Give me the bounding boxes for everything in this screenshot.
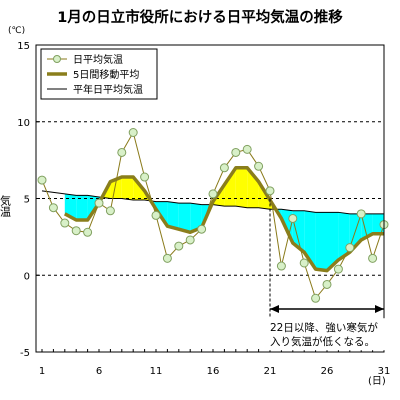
daily-mean-point xyxy=(140,172,150,182)
daily-mean-point xyxy=(48,203,58,213)
daily-mean-point xyxy=(254,161,264,171)
x-tick-label: 31 xyxy=(378,366,391,377)
y-tick-label: 5 xyxy=(24,195,30,206)
daily-mean-point xyxy=(299,258,309,268)
cold-fill-segment xyxy=(372,213,384,234)
daily-mean-point xyxy=(162,253,172,263)
x-tick-label: 26 xyxy=(321,366,334,377)
daily-mean-point xyxy=(185,235,195,245)
warm-fill-segment xyxy=(110,177,122,199)
x-tick-label: 1 xyxy=(39,366,45,377)
cold-fill-segment xyxy=(190,203,202,233)
daily-mean-point xyxy=(83,227,93,237)
x-tick-label: 16 xyxy=(207,366,220,377)
annotation-text-bg xyxy=(264,318,388,351)
daily-mean-point xyxy=(117,147,127,157)
series-layer xyxy=(37,127,389,303)
warm-fill-segment xyxy=(247,167,259,208)
daily-mean-point xyxy=(311,293,321,303)
x-tick-label: 21 xyxy=(264,366,277,377)
daily-mean-point xyxy=(128,127,138,137)
daily-mean-point xyxy=(71,226,81,236)
daily-mean-point xyxy=(151,210,161,220)
cold-fill-segment xyxy=(167,201,179,230)
daily-mean-point xyxy=(37,175,47,185)
daily-mean-point xyxy=(174,241,184,251)
x-unit-label: (日) xyxy=(368,376,386,387)
daily-mean-point xyxy=(219,163,229,173)
daily-mean-point xyxy=(288,213,298,223)
y-tick-label: 15 xyxy=(17,41,30,52)
annotation-text-line1: 22日以降、強い寒気が xyxy=(270,321,378,334)
chart-title: 1月の日立市役所における日平均気温の推移 xyxy=(57,8,343,26)
cold-fill-segment xyxy=(327,212,339,271)
daily-mean-point xyxy=(265,186,275,196)
cold-fill-segment xyxy=(178,203,191,233)
daily-mean-point xyxy=(276,261,286,271)
daily-mean-point xyxy=(368,253,378,263)
warm-fill-segment xyxy=(121,177,134,201)
daily-mean-point xyxy=(322,279,332,289)
legend-marker-daily xyxy=(53,55,61,63)
daily-mean-point xyxy=(333,264,343,274)
y-axis-label: 気温 xyxy=(0,194,12,217)
cold-fill-segment xyxy=(315,212,327,271)
daily-mean-point xyxy=(356,209,366,219)
daily-mean-point xyxy=(197,224,207,234)
grid-lines xyxy=(36,121,384,276)
warm-fill-segment xyxy=(235,167,248,208)
y-unit-label: (℃) xyxy=(8,26,25,36)
daily-mean-point xyxy=(242,144,252,154)
daily-mean-point xyxy=(94,198,104,208)
warm-fill-segment xyxy=(224,167,236,207)
annotation-text-line2: 入り気温が低くなる。 xyxy=(270,335,375,348)
annotation-arrowhead-right xyxy=(375,305,384,314)
legend-label-normal: 平年日平均気温 xyxy=(73,83,143,96)
x-tick-label: 6 xyxy=(96,366,102,377)
daily-mean-point xyxy=(345,243,355,253)
annotation-arrowhead-left xyxy=(270,305,279,314)
daily-mean-point xyxy=(105,206,115,216)
x-tick-label: 11 xyxy=(150,366,163,377)
cold-fill-segment xyxy=(76,195,88,220)
daily-mean-point xyxy=(231,147,241,157)
y-tick-label: -5 xyxy=(20,348,30,359)
legend-label-moving-average: 5日間移動平均 xyxy=(73,68,139,81)
moving-average-line xyxy=(63,166,384,273)
y-tick-label: 0 xyxy=(24,271,30,282)
daily-mean-point xyxy=(60,218,70,228)
legend-label-daily: 日平均気温 xyxy=(73,53,123,66)
daily-mean-point xyxy=(208,189,218,199)
y-tick-label: 10 xyxy=(17,118,30,129)
